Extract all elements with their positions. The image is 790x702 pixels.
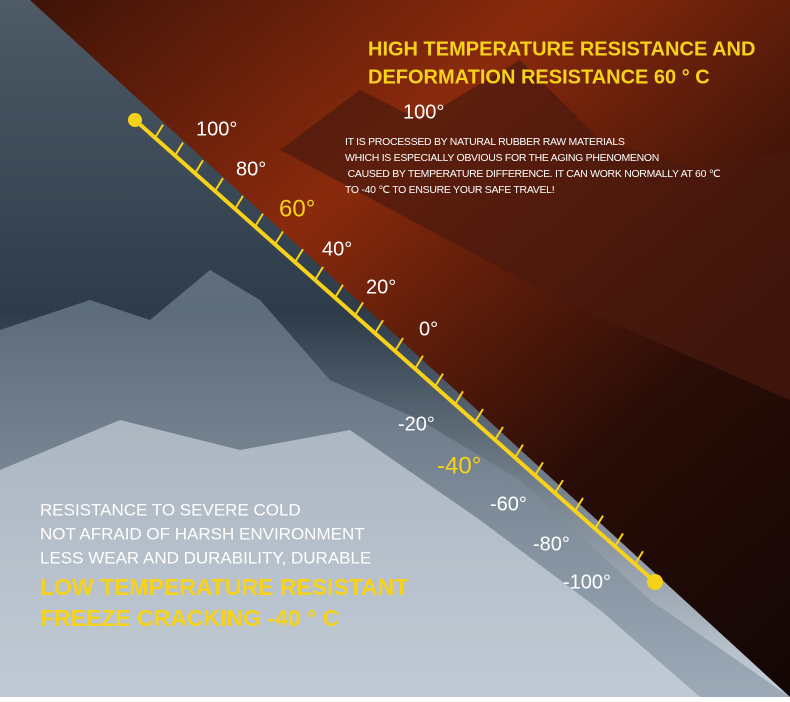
- description-line: CAUSED BY TEMPERATURE DIFFERENCE. IT CAN…: [345, 168, 721, 180]
- scale-tick: [174, 142, 184, 157]
- description-line: WHICH IS ESPECIALLY OBVIOUS FOR THE AGIN…: [345, 152, 659, 164]
- heading-line: HIGH TEMPERATURE RESISTANCE AND: [368, 38, 755, 60]
- scale-tick: [554, 479, 564, 494]
- scale-label: 0°: [419, 318, 438, 340]
- scale-label: -60°: [490, 493, 527, 515]
- volcano-silhouette: [280, 60, 790, 400]
- scale-tick: [474, 408, 484, 423]
- scale-label: 60°: [279, 195, 315, 222]
- feature-line: LESS WEAR AND DURABILITY, DURABLE: [40, 548, 371, 567]
- scale-tick: [194, 159, 204, 174]
- scale-tick: [234, 195, 244, 210]
- scale-tick: [414, 355, 424, 370]
- scale-tick: [254, 213, 264, 228]
- description-line: TO -40 ℃ TO ENSURE YOUR SAFE TRAVEL!: [345, 184, 554, 196]
- scale-tick: [614, 532, 624, 547]
- scale-tick: [634, 550, 644, 565]
- cold-heading-line: LOW TEMPERATURE RESISTANT: [40, 574, 408, 600]
- scale-tick: [374, 319, 384, 334]
- scale-end: [647, 574, 663, 590]
- cold-heading-line: FREEZE CRACKING -40 ° C: [40, 605, 339, 631]
- scale-label: -80°: [533, 533, 570, 555]
- scale-label: 20°: [366, 276, 396, 298]
- scale-tick: [534, 461, 544, 476]
- scale-tick: [494, 426, 504, 441]
- scale-tick: [214, 177, 224, 192]
- scale-tick: [274, 230, 284, 245]
- scale-label: 80°: [236, 158, 266, 180]
- feature-line: NOT AFRAID OF HARSH ENVIRONMENT: [40, 524, 365, 543]
- scale-tick: [594, 515, 604, 530]
- scale-tick: [294, 248, 304, 263]
- scale-label: -40°: [437, 452, 481, 479]
- scale-tick: [574, 497, 584, 512]
- feature-line: RESISTANCE TO SEVERE COLD: [40, 500, 301, 519]
- scale-tick: [394, 337, 404, 352]
- top-label: 100°: [403, 101, 444, 123]
- scale-label: -100°: [563, 571, 611, 593]
- scale-tick: [334, 284, 344, 299]
- scale-label: 40°: [322, 238, 352, 260]
- scale-tick: [314, 266, 324, 281]
- description-line: IT IS PROCESSED BY NATURAL RUBBER RAW MA…: [345, 136, 625, 148]
- scale-tick: [354, 301, 364, 316]
- scale-tick: [434, 373, 444, 388]
- scale-tick: [154, 124, 164, 139]
- scale-tick: [454, 390, 464, 405]
- heading-line: DEFORMATION RESISTANCE 60 ° C: [368, 66, 710, 88]
- scale-label: -20°: [398, 413, 435, 435]
- thermometer-scale: [128, 113, 663, 590]
- scale-tick: [514, 444, 524, 459]
- scale-label: 100°: [196, 118, 237, 140]
- scale-end: [128, 113, 142, 127]
- snow-field: [0, 420, 700, 697]
